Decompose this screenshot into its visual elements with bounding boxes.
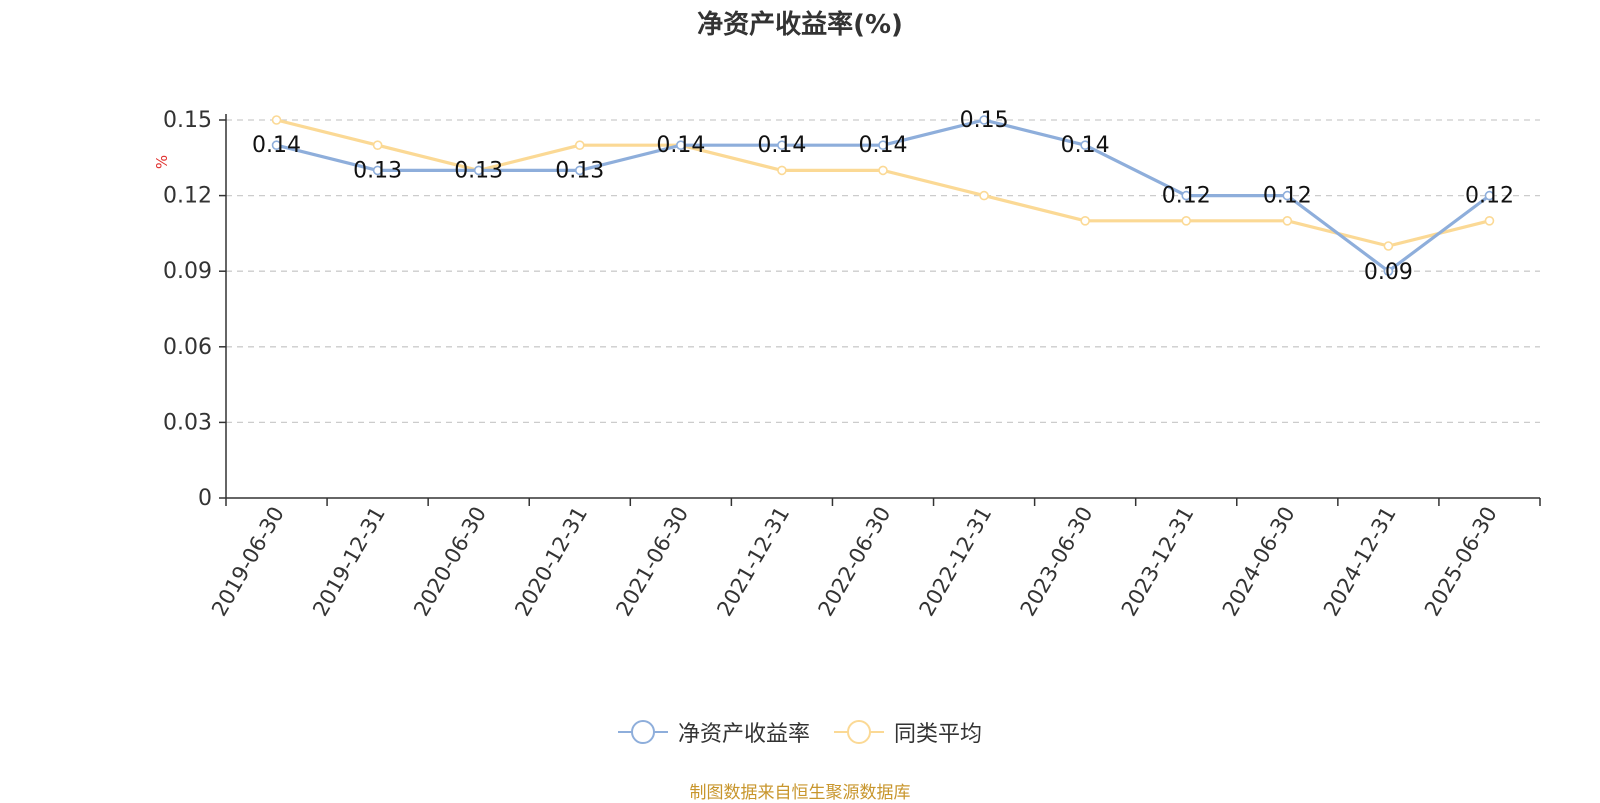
x-tick-label: 2020-06-30 xyxy=(409,503,491,621)
data-point-peer-average xyxy=(878,165,888,176)
x-tick-label: 2025-06-30 xyxy=(1420,503,1502,621)
x-tick-label: 2019-12-31 xyxy=(308,503,390,621)
legend-label-roe: 净资产收益率 xyxy=(677,722,810,747)
data-point-roe xyxy=(372,165,383,176)
legend-item-peer-average[interactable]: 同类平均 xyxy=(834,716,982,748)
x-tick-label: 2021-12-31 xyxy=(712,503,794,621)
axes: 0 0.03 0.06 0.09 0.12 0.15% 2019-06-30 2019-12-… xyxy=(153,108,1541,621)
data-point-peer-average xyxy=(1181,216,1192,226)
data-point-roe xyxy=(271,140,282,150)
data-point-roe xyxy=(1383,266,1394,277)
grid-lines xyxy=(226,119,1540,424)
data-source-note: 制图数据来自恒生聚源数据库 xyxy=(689,783,911,803)
x-tick-label: 2022-12-31 xyxy=(915,503,997,621)
y-tick-label: 0.15 xyxy=(163,108,212,133)
data-point-peer-average xyxy=(372,140,383,150)
y-tick-label: 0 xyxy=(198,486,212,511)
data-point-roe xyxy=(676,140,686,150)
data-point-roe xyxy=(1484,190,1495,201)
data-point-peer-average xyxy=(1080,216,1090,226)
data-point-roe xyxy=(473,165,484,176)
data-point-peer-average xyxy=(1282,216,1293,226)
data-point-roe xyxy=(1282,190,1293,201)
chart-title: 净资产收益率(%) xyxy=(697,10,903,40)
data-point-roe xyxy=(574,165,585,176)
x-tick-label: 2023-12-31 xyxy=(1117,503,1199,621)
x-tick-label: 2024-12-31 xyxy=(1319,503,1401,621)
data-label-roe: 0.13 xyxy=(353,158,402,183)
x-tick-label: 2020-12-31 xyxy=(510,503,592,621)
legend-label-peer-average: 同类平均 xyxy=(894,722,983,747)
data-label-roe: 0.09 xyxy=(1364,260,1413,285)
x-tick-label: 2019-06-30 xyxy=(207,503,289,621)
y-axis-label: % xyxy=(153,155,171,169)
data-point-roe xyxy=(878,140,888,150)
data-label-roe: 0.14 xyxy=(859,133,908,158)
data-label-roe: 0.12 xyxy=(1162,184,1211,209)
series-lines xyxy=(271,115,1495,277)
y-tick-label: 0.12 xyxy=(163,184,212,209)
data-point-peer-average xyxy=(1383,241,1394,251)
x-tick-label: 2024-06-30 xyxy=(1218,503,1300,621)
legend-item-roe[interactable]: 净资产收益率 xyxy=(617,716,810,748)
data-label-roe: 0.14 xyxy=(757,133,806,158)
data-label-roe: 0.14 xyxy=(1061,133,1110,158)
data-point-peer-average xyxy=(574,140,585,150)
x-tick-label: 2021-06-30 xyxy=(611,503,693,621)
y-tick-label: 0.06 xyxy=(163,335,212,360)
line-chart: 0 0.03 0.06 0.09 0.12 0.15% 2019-06-30 2019-12-… xyxy=(153,108,1541,621)
data-point-roe xyxy=(979,115,989,125)
data-label-roe: 0.13 xyxy=(454,158,503,183)
x-tick-label: 2023-06-30 xyxy=(1016,503,1098,621)
data-point-peer-average xyxy=(1484,216,1495,226)
legend: 净资产收益率 同类平均 xyxy=(0,716,1600,748)
data-point-peer-average xyxy=(271,115,282,125)
data-point-roe xyxy=(1080,140,1090,150)
data-point-roe xyxy=(777,140,787,150)
legend-symbol-peer-average xyxy=(834,719,884,745)
data-label-roe: 0.12 xyxy=(1465,184,1514,209)
y-tick-label: 0.09 xyxy=(163,259,212,284)
data-label-roe: 0.14 xyxy=(656,133,705,158)
data-point-peer-average xyxy=(777,165,787,176)
x-tick-label: 2022-06-30 xyxy=(814,503,896,621)
y-tick-label: 0.03 xyxy=(163,410,212,435)
data-point-peer-average xyxy=(979,190,989,201)
data-point-roe xyxy=(1181,190,1192,201)
data-label-roe: 0.14 xyxy=(252,133,301,158)
data-label-roe: 0.12 xyxy=(1263,184,1312,209)
legend-symbol-roe xyxy=(617,719,668,745)
data-label-roe: 0.15 xyxy=(960,108,1009,133)
data-labels: 0.14 0.13 0.13 0.13 0.14 0.14 0.14 0.15 0.14 0.12… xyxy=(252,108,1514,285)
data-label-roe: 0.13 xyxy=(555,158,604,183)
